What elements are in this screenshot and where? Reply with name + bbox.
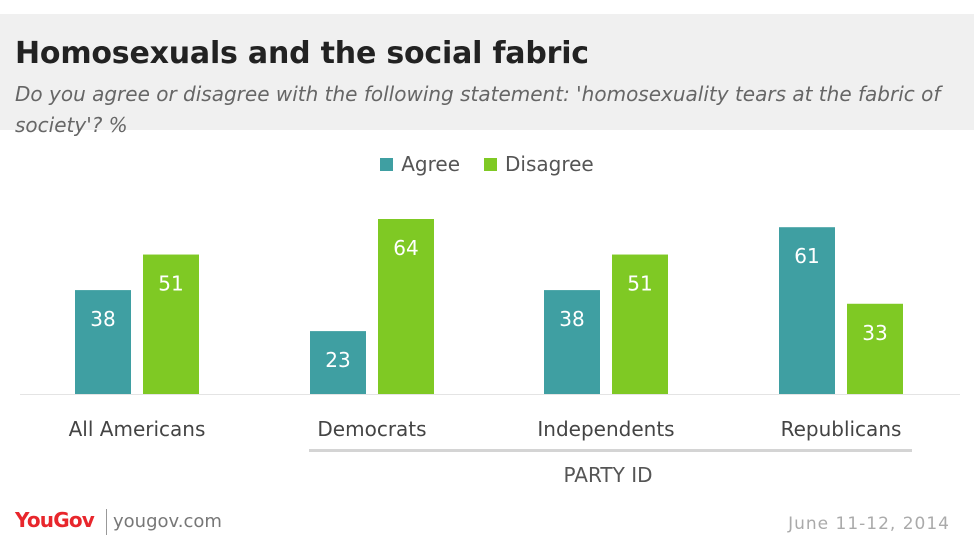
bar-agree-2 bbox=[544, 290, 600, 394]
legend-label-disagree: Disagree bbox=[505, 152, 594, 176]
party-id-group-label: PARTY ID bbox=[564, 463, 653, 487]
bar-agree-0 bbox=[75, 290, 131, 394]
bar-disagree-3 bbox=[847, 303, 903, 394]
legend-item-agree: Agree bbox=[380, 150, 460, 178]
bar-disagree-1 bbox=[378, 219, 434, 394]
chart-title: Homosexuals and the social fabric bbox=[15, 36, 589, 71]
legend-swatch-disagree bbox=[484, 157, 498, 171]
bar-value-label-disagree-2: 51 bbox=[627, 272, 652, 296]
footer-date: June 11-12, 2014 bbox=[788, 514, 950, 534]
bar-value-label-agree-2: 38 bbox=[559, 307, 584, 331]
legend-swatch-agree bbox=[380, 157, 394, 171]
bar-disagree-2 bbox=[612, 254, 668, 394]
party-id-group-line bbox=[309, 449, 912, 452]
bar-agree-1 bbox=[310, 331, 366, 394]
category-label-1: Democrats bbox=[317, 417, 426, 441]
legend: Agree Disagree bbox=[0, 150, 974, 178]
chart-subtitle: Do you agree or disagree with the follow… bbox=[15, 82, 941, 137]
bar-agree-3 bbox=[779, 227, 835, 394]
bar-value-label-disagree-3: 33 bbox=[862, 321, 887, 345]
bar-value-label-agree-3: 61 bbox=[794, 244, 819, 268]
category-label-2: Independents bbox=[537, 417, 674, 441]
bar-disagree-0 bbox=[143, 254, 199, 394]
category-label-0: All Americans bbox=[69, 417, 206, 441]
footer-site-link[interactable]: yougov.com bbox=[113, 511, 222, 532]
footer-separator bbox=[106, 509, 107, 535]
bar-value-label-disagree-1: 64 bbox=[393, 236, 418, 260]
legend-item-disagree: Disagree bbox=[484, 150, 594, 178]
bar-value-label-agree-1: 23 bbox=[325, 348, 350, 372]
bar-value-label-disagree-0: 51 bbox=[158, 272, 183, 296]
header-band: Homosexuals and the social fabric Do you… bbox=[0, 14, 974, 137]
bar-value-label-agree-0: 38 bbox=[90, 307, 115, 331]
yougov-logo: YouGov bbox=[15, 508, 95, 532]
category-label-3: Republicans bbox=[781, 417, 902, 441]
legend-label-agree: Agree bbox=[401, 152, 461, 176]
